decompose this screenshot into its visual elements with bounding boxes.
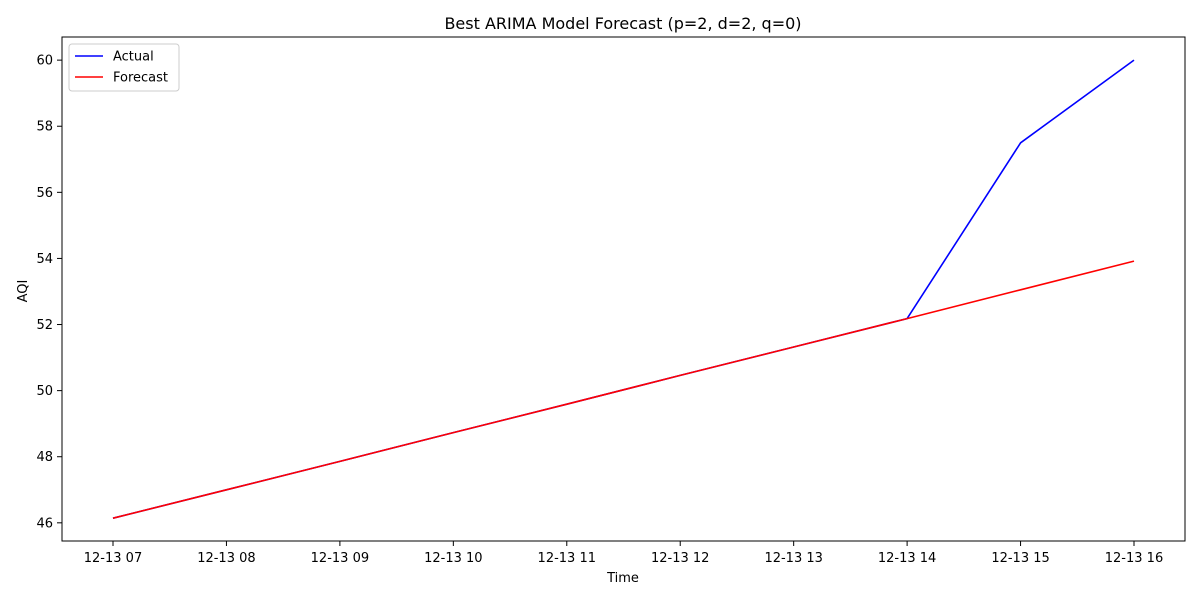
x-tick-label: 12-13 11 <box>538 551 596 566</box>
x-axis-ticks: 12-13 07 12-13 08 12-13 09 12-13 10 12-13 11… <box>84 541 1163 566</box>
x-tick-label: 12-13 14 <box>878 551 936 566</box>
y-tick-label: 54 <box>36 252 53 267</box>
y-tick-label: 46 <box>36 516 53 531</box>
x-tick-label: 12-13 13 <box>764 551 822 566</box>
series-line-forecast <box>112 260 1135 519</box>
legend-label-actual: Actual <box>113 50 154 65</box>
x-tick-label: 12-13 15 <box>991 551 1049 566</box>
series-layer <box>112 59 1135 519</box>
x-tick-label: 12-13 16 <box>1105 551 1163 566</box>
y-axis-title: AQI <box>16 280 31 303</box>
x-axis-title: Time <box>606 571 639 586</box>
x-tick-label: 12-13 08 <box>197 551 255 566</box>
y-tick-label: 50 <box>36 384 53 399</box>
plot-area-frame <box>61 36 1186 542</box>
series-line-actual <box>112 59 1135 519</box>
y-tick-label: 56 <box>36 186 53 201</box>
y-axis-ticks: 46 48 50 52 54 56 58 60 <box>36 54 62 531</box>
y-tick-label: 60 <box>36 54 53 69</box>
chart-title: Best ARIMA Model Forecast (p=2, d=2, q=0… <box>444 14 801 33</box>
x-tick-label: 12-13 07 <box>84 551 142 566</box>
x-tick-label: 12-13 10 <box>424 551 482 566</box>
legend-label-forecast: Forecast <box>113 71 168 86</box>
y-tick-label: 58 <box>36 120 53 135</box>
y-tick-label: 48 <box>36 450 53 465</box>
x-tick-label: 12-13 12 <box>651 551 709 566</box>
legend: Actual Forecast <box>68 43 180 92</box>
x-tick-label: 12-13 09 <box>311 551 369 566</box>
y-tick-label: 52 <box>36 318 53 333</box>
